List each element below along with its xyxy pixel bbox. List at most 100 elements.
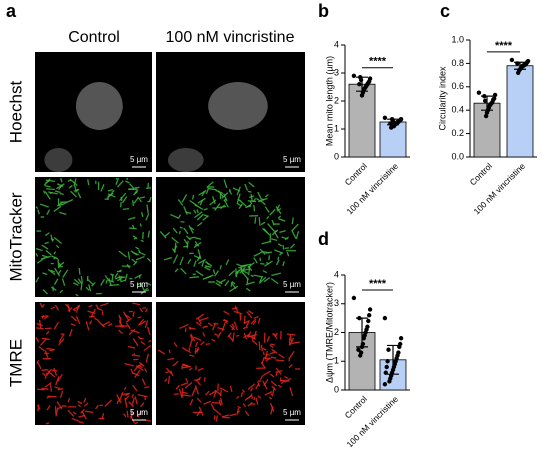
mito [123,209,129,210]
nucleus [168,148,204,172]
mito [127,178,128,180]
scale-bar-label: 5 µm [283,155,301,164]
data-point [477,90,481,94]
mito [259,342,260,351]
mito [44,353,49,354]
row-label: MitoTracker [6,192,25,281]
mito [88,179,89,185]
significance: **** [369,56,387,68]
y-tick-label: 4 [334,269,339,279]
mito [270,233,271,242]
data-point [368,307,372,311]
data-point [358,75,362,79]
data-point [367,313,371,317]
mito [285,248,289,249]
data-point [385,365,389,369]
mito [190,277,199,278]
mito [37,389,44,390]
mito [206,344,211,345]
mito [236,335,239,336]
mito [254,205,255,212]
y-tick-label: 0.4 [451,105,464,115]
mito [262,345,263,351]
mito [213,323,218,324]
data-point [516,71,520,75]
data-point [358,353,362,357]
data-point [482,94,486,98]
mito [190,327,191,330]
y-tick-label: 0.8 [451,58,464,68]
mito [121,277,126,278]
mito [36,328,44,329]
x-tick-label: Control [343,394,370,421]
mito [134,187,139,188]
mito [255,217,256,223]
data-point [356,348,360,352]
panel-letter: a [6,1,17,21]
scale-bar-label: 5 µm [283,408,301,417]
data-point [383,116,387,120]
data-point [360,93,364,97]
y-tick-label: 0.2 [451,128,464,138]
micrograph [35,302,152,425]
significance: **** [369,278,387,290]
y-tick-label: 0 [334,151,339,161]
column-header: 100 nM vincristine [166,29,295,46]
mito [278,257,279,260]
y-tick-label: 1 [334,123,339,133]
mito [146,290,149,291]
mito [60,193,64,194]
bar [507,66,533,157]
mito [223,417,230,418]
mito [248,191,252,192]
mito [127,411,128,418]
y-tick-label: 2 [334,327,339,337]
data-point [357,82,361,86]
panel-letter: b [318,1,329,21]
significance: **** [495,40,513,52]
mito [133,359,138,360]
data-point [362,336,366,340]
mito [212,403,221,404]
mito [79,268,80,275]
mito [263,352,264,355]
mito [223,320,228,321]
mito [183,246,188,247]
mito [45,328,51,329]
data-point [510,58,514,62]
mito [276,360,285,361]
mito [251,394,252,399]
mito [254,397,255,400]
data-point [383,382,387,386]
nucleus [76,82,123,130]
data-point [399,336,403,340]
data-point [352,296,356,300]
scale-bar-label: 5 µm [130,280,148,289]
data-point [386,348,390,352]
data-point [366,319,370,323]
x-tick-label: Control [343,161,370,188]
mito [81,276,82,283]
mito [276,372,277,376]
nucleus [44,148,72,172]
y-tick-label: 2 [334,95,339,105]
y-tick-label: 1.0 [451,34,464,44]
mito [134,355,140,356]
data-point [397,345,401,349]
mito [189,348,190,351]
y-axis-label: Mean mito length (µm) [324,56,334,146]
panel-letter: c [440,1,450,21]
y-tick-label: 4 [334,39,339,49]
mito [194,380,200,381]
mito [133,200,134,206]
scale-bar-label: 5 µm [130,408,148,417]
data-point [352,74,356,78]
row-label: Hoechst [6,81,25,144]
mito [182,366,183,369]
panel-letter: d [318,229,329,249]
mito [46,189,55,190]
data-point [360,345,364,349]
mito [121,202,122,207]
data-point [357,316,361,320]
